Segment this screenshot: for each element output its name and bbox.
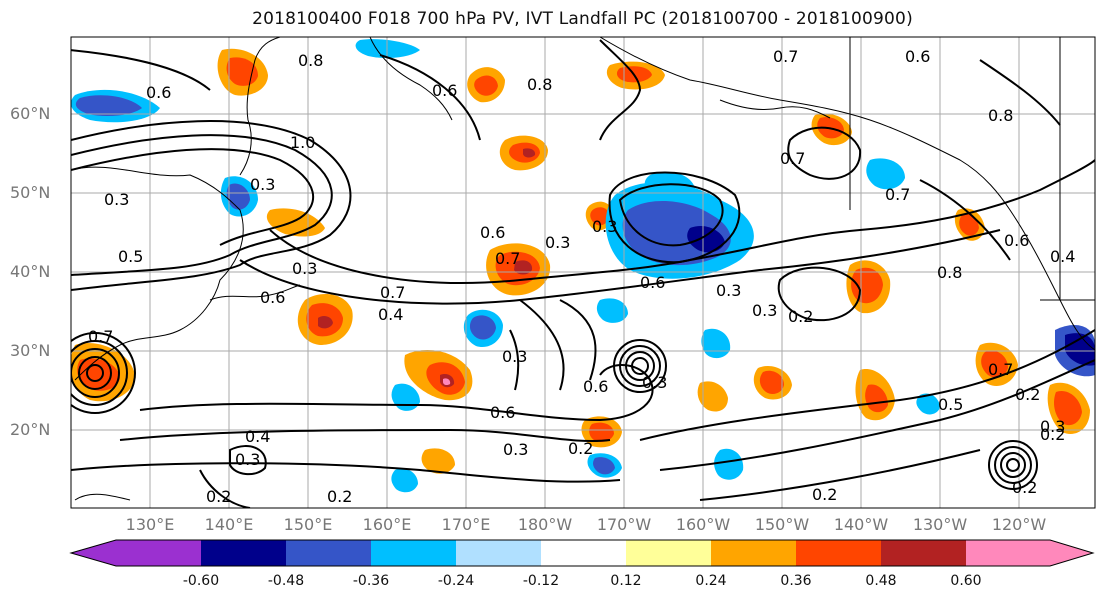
contour-label: 0.3 (250, 175, 275, 194)
map-frame (70, 36, 1096, 509)
lon-label: 170°W (596, 515, 652, 534)
colorbar-tick-label: 0.60 (950, 573, 982, 589)
colorbar-segment (796, 540, 881, 566)
contour-label: 0.4 (245, 427, 270, 446)
contour-label: 0.2 (1015, 385, 1040, 404)
lon-label: 170°E (441, 515, 491, 534)
contour-label: 0.6 (146, 83, 171, 102)
colorbar (69, 539, 1095, 567)
colorbar-segment (626, 540, 711, 566)
contour-label: 0.3 (752, 301, 777, 320)
contour-label: 0.6 (640, 273, 665, 292)
contour-label: 0.6 (1004, 231, 1029, 250)
contour-label: 0.4 (1050, 247, 1075, 266)
lon-label: 150°W (754, 515, 810, 534)
contour-label: 0.6 (480, 223, 505, 242)
lon-label: 130°E (125, 515, 175, 534)
contour-label: 0.3 (235, 450, 260, 469)
contour-label: 0.6 (905, 47, 930, 66)
contour-label: 0.6 (260, 288, 285, 307)
contour-label: 0.6 (432, 81, 457, 100)
colorbar-tick-label: 0.24 (695, 573, 727, 589)
contour-label: 0.6 (583, 377, 608, 396)
contour-label: 0.7 (780, 149, 805, 168)
colorbar-segment (711, 540, 796, 566)
lon-label: 130°W (912, 515, 968, 534)
lat-label: 20°N (10, 420, 51, 439)
lon-label: 140°E (204, 515, 254, 534)
map-title: 2018100400 F018 700 hPa PV, IVT Landfall… (252, 9, 913, 29)
lat-label: 60°N (10, 104, 51, 123)
graticule (71, 37, 1095, 508)
contour-labels: 0.8 0.6 0.7 0.6 0.8 0.8 0.7 0.6 0.3 1.0 … (88, 47, 1075, 506)
colorbar-lower-extension (71, 540, 116, 566)
contour-label: 0.3 (502, 347, 527, 366)
colorbar-tick-label: -0.12 (522, 573, 560, 589)
contour-label: 0.3 (503, 440, 528, 459)
contour-label: 0.3 (716, 281, 741, 300)
contour-label: 0.5 (938, 395, 963, 414)
lon-label: 120°W (991, 515, 1047, 534)
contour-label: 1.0 (290, 133, 315, 152)
contour-label: 0.2 (788, 307, 813, 326)
contour-label: 0.7 (88, 327, 113, 346)
colorbar-tick-label: -0.24 (437, 573, 475, 589)
contour-label: 0.3 (1040, 417, 1065, 436)
lon-label: 160°E (362, 515, 412, 534)
colorbar-tick-label: 0.12 (610, 573, 642, 589)
colorbar-upper-extension (966, 540, 1093, 566)
contour-label: 0.2 (1040, 425, 1065, 444)
contour-label: 0.7 (773, 47, 798, 66)
pv-anomaly-shading (71, 39, 1095, 493)
contour-label: 0.8 (937, 263, 962, 282)
contour-label: 0.8 (298, 51, 323, 70)
colorbar-segment (881, 540, 966, 566)
colorbar-segment (541, 540, 626, 566)
contour-label: 0.8 (527, 75, 552, 94)
colorbar-tick-label: -0.48 (267, 573, 305, 589)
colorbar-tick-label: 0.48 (865, 573, 897, 589)
lon-label: 140°W (833, 515, 889, 534)
contour-label: 0.2 (812, 485, 837, 504)
lon-label: 180°W (517, 515, 573, 534)
contour-label: 0.2 (327, 487, 352, 506)
colorbar-segment (456, 540, 541, 566)
contour-label: 0.3 (104, 190, 129, 209)
contour-label: 0.3 (592, 217, 617, 236)
colorbar-segment (371, 540, 456, 566)
contour-label: 0.2 (1012, 478, 1037, 497)
contour-label: 0.3 (642, 373, 667, 392)
pv-contours (71, 39, 1095, 508)
contour-label: 0.2 (206, 487, 231, 506)
colorbar-tick-label: -0.60 (182, 573, 220, 589)
contour-label: 0.7 (988, 360, 1013, 379)
contour-label: 0.5 (118, 247, 143, 266)
contour-label: 0.8 (988, 106, 1013, 125)
colorbar-segment (286, 540, 371, 566)
map-panel: 0.8 0.6 0.7 0.6 0.8 0.8 0.7 0.6 0.3 1.0 … (71, 37, 1095, 508)
lat-label: 30°N (10, 341, 51, 360)
contour-label: 0.3 (545, 233, 570, 252)
contour-label: 0.4 (378, 305, 403, 324)
lon-label: 150°E (283, 515, 333, 534)
contour-label: 0.3 (292, 259, 317, 278)
contour-label: 0.7 (885, 185, 910, 204)
lat-label: 50°N (10, 183, 51, 202)
colorbar-segment (201, 540, 286, 566)
lat-label: 40°N (10, 262, 51, 281)
contour-label: 0.7 (380, 283, 405, 302)
cyclone-contours (71, 332, 1038, 490)
contour-label: 0.6 (490, 403, 515, 422)
colorbar-segment (116, 540, 201, 566)
colorbar-tick-label: -0.36 (352, 573, 390, 589)
lon-label: 160°W (675, 515, 731, 534)
contour-label: 0.2 (568, 439, 593, 458)
contour-label: 0.7 (495, 249, 520, 268)
colorbar-tick-label: 0.36 (780, 573, 812, 589)
